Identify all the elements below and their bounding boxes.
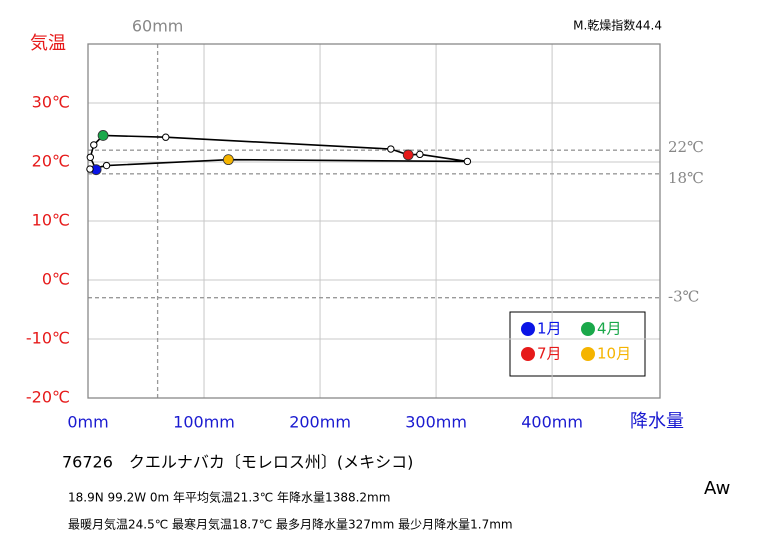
- y-tick-label: -10℃: [26, 329, 70, 348]
- x-tick-label: 400mm: [521, 413, 583, 432]
- legend-label: 1月: [537, 320, 562, 338]
- y-tick-label: 30℃: [32, 93, 70, 112]
- month-point: [91, 142, 97, 148]
- reference-label: 60mm: [132, 17, 184, 36]
- month-point: [223, 155, 233, 165]
- info-line: 18.9N 99.2W 0m 年平均気温21.3℃ 年降水量1388.2mm: [68, 490, 390, 505]
- month-point: [98, 130, 108, 140]
- climate-class: Aw: [704, 478, 730, 499]
- legend-marker: [581, 347, 595, 361]
- dryness-index: M.乾燥指数44.4: [573, 18, 662, 33]
- month-point: [403, 150, 413, 160]
- chart: 気温 降水量 M.乾燥指数44.4 76726 クエルナバカ〔モレロス州〕(メキ…: [0, 0, 763, 545]
- x-tick-label: 0mm: [67, 413, 108, 432]
- reference-label: 18℃: [668, 169, 704, 187]
- reference-label: -3℃: [668, 288, 699, 306]
- x-axis-label: 降水量: [630, 411, 684, 432]
- x-tick-label: 100mm: [173, 413, 235, 432]
- month-point: [87, 166, 93, 172]
- month-point: [103, 162, 109, 168]
- legend-label: 7月: [537, 345, 562, 363]
- legend-marker: [581, 322, 595, 336]
- legend-label: 4月: [597, 320, 622, 338]
- legend-marker: [521, 322, 535, 336]
- x-tick-label: 200mm: [289, 413, 351, 432]
- y-tick-label: 10℃: [32, 211, 70, 230]
- info-line: 最暖月気温24.5℃ 最寒月気温18.7℃ 最多月降水量327mm 最少月降水量…: [68, 517, 513, 532]
- station-name: 76726 クエルナバカ〔モレロス州〕(メキシコ): [62, 453, 413, 472]
- month-point: [388, 146, 394, 152]
- legend-label: 10月: [597, 345, 631, 363]
- y-tick-label: -20℃: [26, 388, 70, 407]
- y-tick-label: 20℃: [32, 152, 70, 171]
- y-tick-label: 0℃: [42, 270, 70, 289]
- month-point: [464, 158, 470, 164]
- month-point: [163, 134, 169, 140]
- reference-label: 22℃: [668, 138, 704, 156]
- x-tick-label: 300mm: [405, 413, 467, 432]
- month-point: [87, 154, 93, 160]
- y-axis-label: 気温: [30, 33, 66, 54]
- legend-marker: [521, 347, 535, 361]
- month-point: [417, 151, 423, 157]
